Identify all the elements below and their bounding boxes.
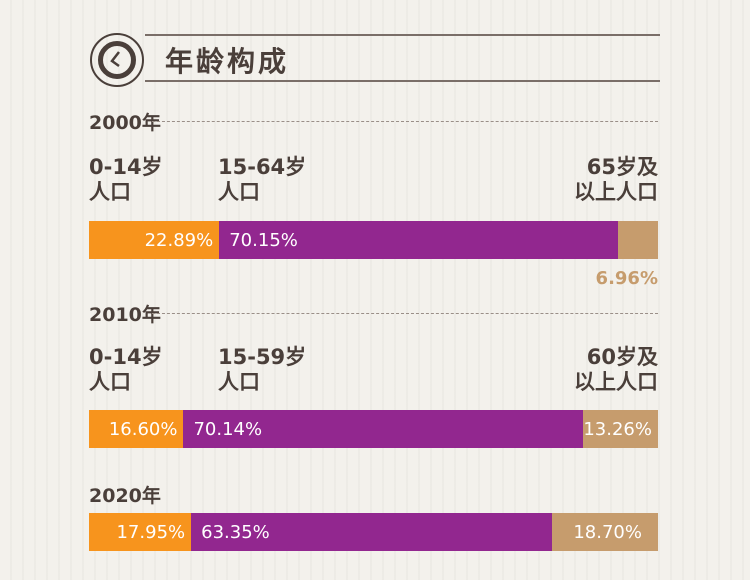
- bar-segment-working: 70.14%: [183, 410, 583, 448]
- year-label: 2020年: [89, 485, 161, 507]
- bar-segment-young: 22.89%: [89, 221, 220, 259]
- category-label: 15-59岁 人口: [218, 345, 307, 394]
- clock-icon: [90, 33, 144, 87]
- year-label: 2000年: [89, 112, 161, 134]
- stacked-bar: 17.95% 63.35% 18.70%: [89, 513, 658, 551]
- category-label: 60岁及 以上人口: [574, 345, 658, 394]
- dashed-divider: [152, 121, 658, 122]
- stacked-bar: 22.89% 70.15%: [89, 221, 658, 259]
- section-title: 年龄构成: [165, 45, 290, 78]
- category-label: 0-14岁 人口: [89, 155, 163, 204]
- bar-segment-young: 17.95%: [89, 513, 192, 551]
- stacked-bar: 16.60% 70.14% 13.26%: [89, 410, 658, 448]
- dashed-divider: [152, 313, 658, 314]
- category-label: 0-14岁 人口: [89, 345, 163, 394]
- bar-segment-young: 16.60%: [89, 410, 184, 448]
- value-label-old: 6.96%: [595, 268, 658, 289]
- bar-segment-old: 13.26%: [582, 410, 658, 448]
- bar-segment-working: 63.35%: [191, 513, 552, 551]
- year-label: 2010年: [89, 304, 161, 326]
- bar-segment-old: [618, 221, 658, 259]
- category-label: 15-64岁 人口: [218, 155, 307, 204]
- bar-segment-working: 70.15%: [219, 221, 619, 259]
- divider: [145, 80, 660, 82]
- category-label: 65岁及 以上人口: [574, 155, 658, 204]
- bar-segment-old: 18.70%: [551, 513, 658, 551]
- divider: [145, 34, 660, 36]
